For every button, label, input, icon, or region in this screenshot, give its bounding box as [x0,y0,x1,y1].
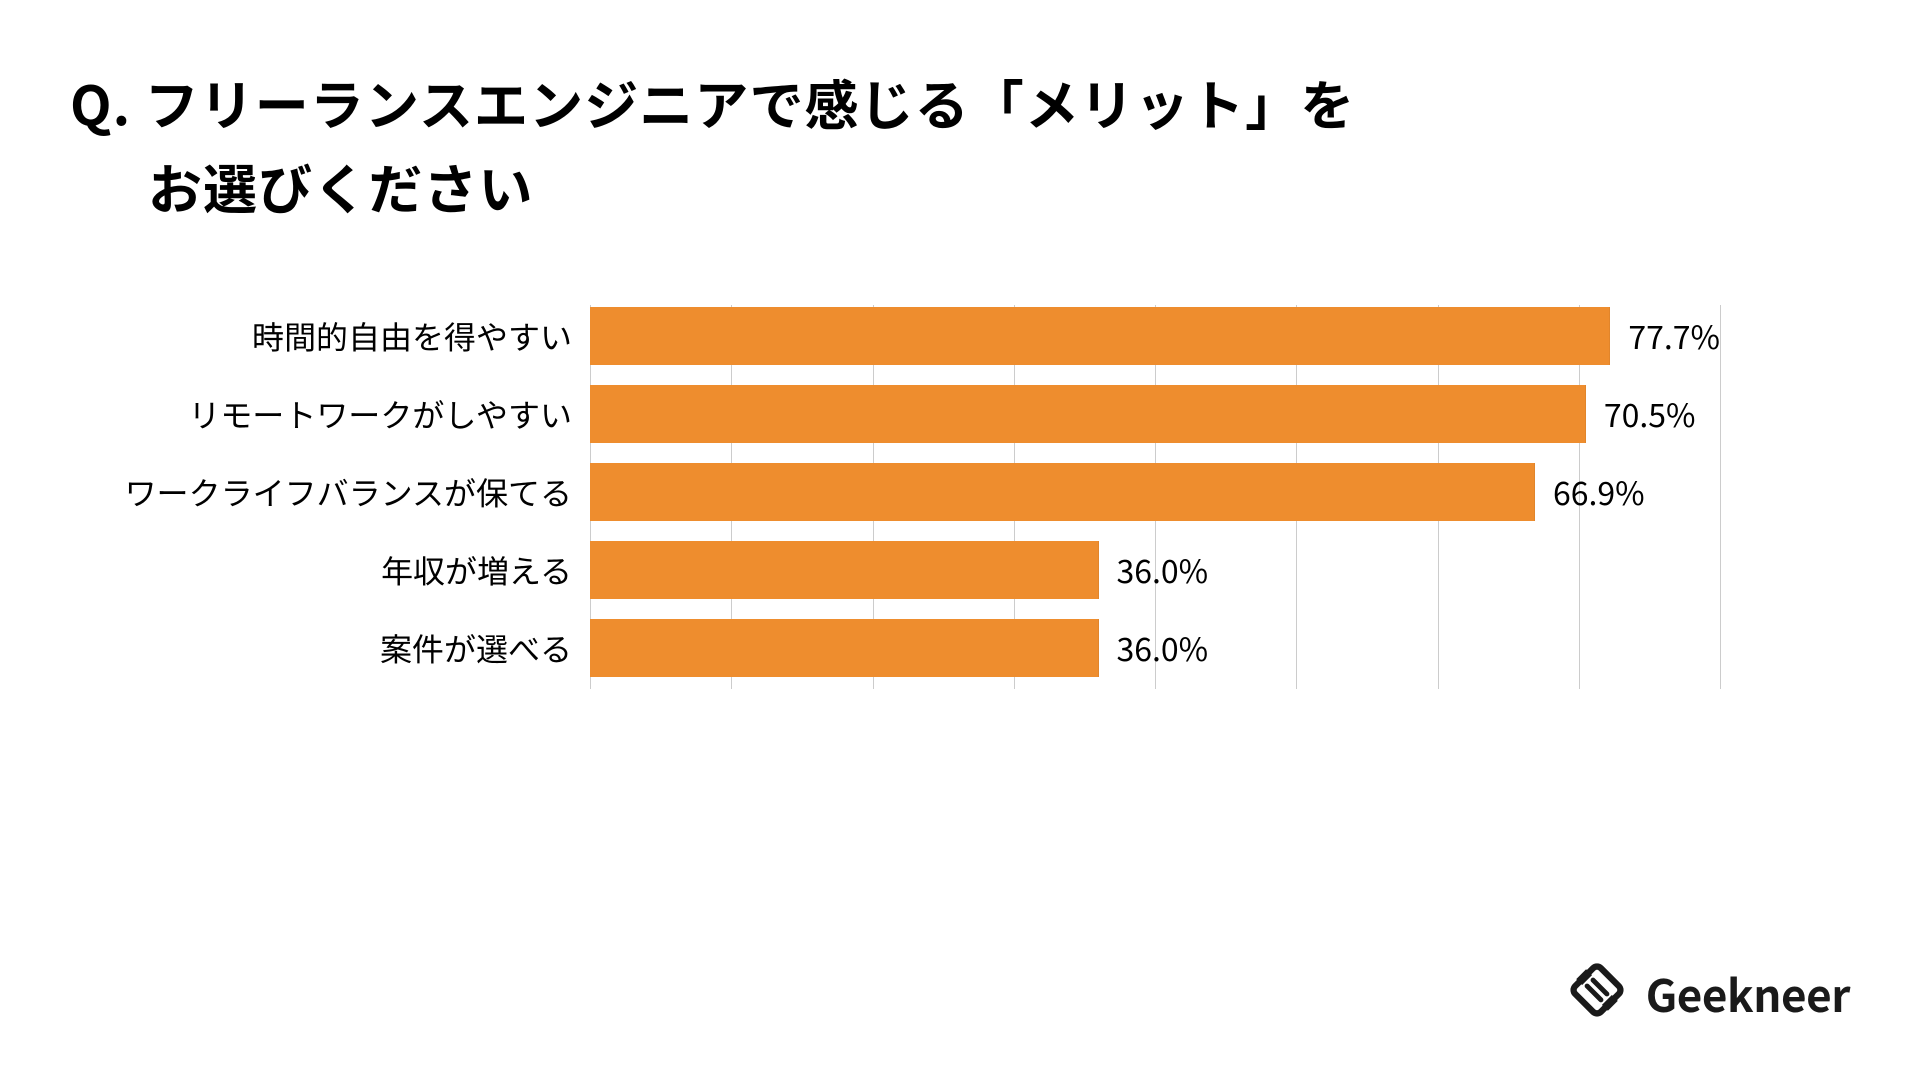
bar [590,385,1586,443]
bar-cell: 36.0% [590,609,1720,687]
value-label: 36.0% [1117,547,1209,593]
chart-title-line2: お選びください [70,144,1850,228]
bar [590,619,1099,677]
category-label: 案件が選べる [90,625,590,671]
brand-logo: Geekneer [1562,955,1850,1030]
bar-cell: 66.9% [590,453,1720,531]
chart-row: リモートワークがしやすい 70.5% [90,375,1720,453]
chart-title-area: Q. フリーランスエンジニアで感じる「メリット」を お選びください [0,0,1920,257]
bar [590,463,1535,521]
chart-row: ワークライフバランスが保てる 66.9% [90,453,1720,531]
chart-plot: 時間的自由を得やすい 77.7% リモートワークがしやすい 70.5% ワークライフバラ… [90,297,1720,687]
chart-row: 年収が増える 36.0% [90,531,1720,609]
category-label: ワークライフバランスが保てる [90,469,590,515]
bar-cell: 70.5% [590,375,1720,453]
value-label: 36.0% [1117,625,1209,671]
category-label: 時間的自由を得やすい [90,313,590,359]
value-label: 70.5% [1604,391,1696,437]
chart-row: 案件が選べる 36.0% [90,609,1720,687]
title-text-1: フリーランスエンジニアで感じる「メリット」を [145,62,1356,141]
bar-cell: 77.7% [590,297,1720,375]
gridline [1720,305,1721,689]
bar-cell: 36.0% [590,531,1720,609]
chart-row: 時間的自由を得やすい 77.7% [90,297,1720,375]
bar [590,541,1099,599]
category-label: 年収が増える [90,547,590,593]
logo-text: Geekneer [1646,961,1850,1025]
value-label: 66.9% [1553,469,1645,515]
chart-title-line1: Q. フリーランスエンジニアで感じる「メリット」を [70,60,1850,144]
bar [590,307,1610,365]
bar-chart: 時間的自由を得やすい 77.7% リモートワークがしやすい 70.5% ワークライフバラ… [0,257,1920,687]
logo-icon [1562,955,1632,1030]
category-label: リモートワークがしやすい [90,391,590,437]
title-prefix: Q. [70,60,131,144]
value-label: 77.7% [1628,313,1720,359]
